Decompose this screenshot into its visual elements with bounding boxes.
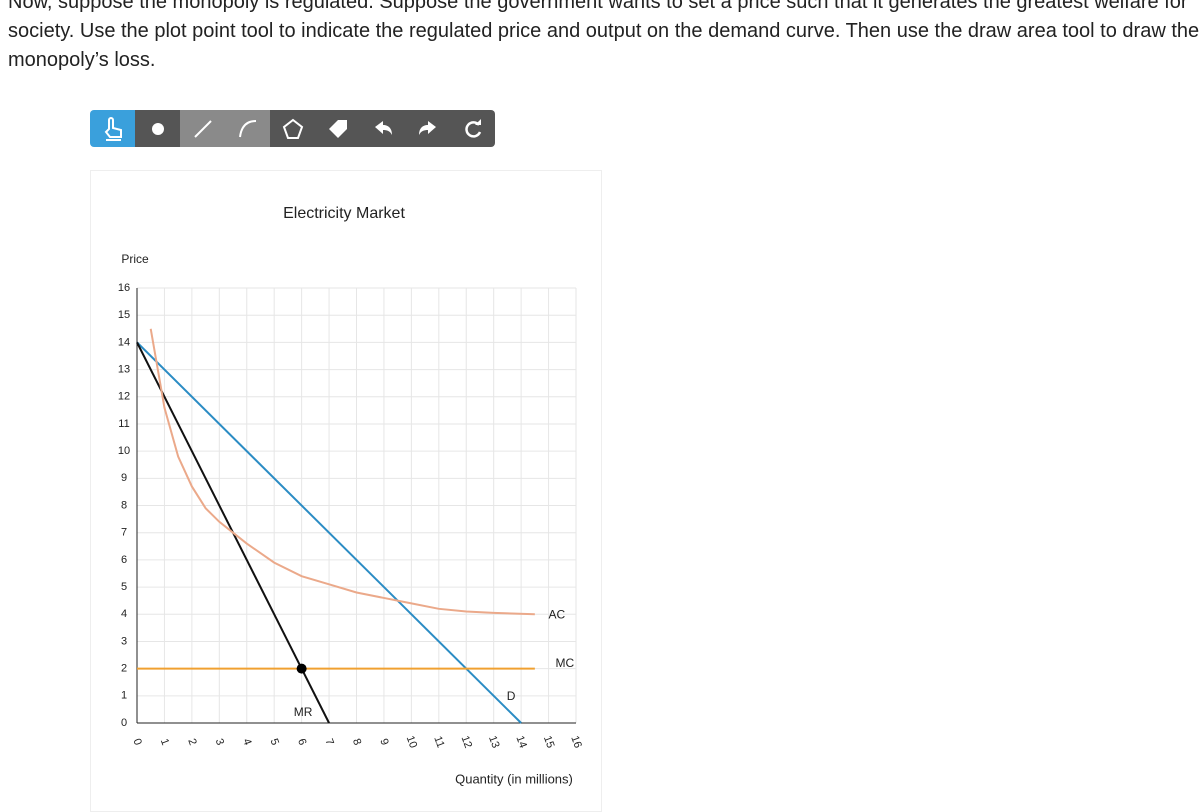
x-tick-label: 8	[350, 737, 363, 747]
curve-3	[149, 328, 535, 616]
x-tick-label: 15	[541, 734, 556, 750]
y-tick-label: 4	[121, 608, 127, 620]
y-tick-label: 11	[118, 418, 129, 430]
x-tick-label: 14	[513, 734, 528, 750]
x-tick-label: 6	[295, 737, 308, 747]
plotted-point	[296, 663, 307, 674]
redo[interactable]	[405, 110, 450, 147]
select-tool[interactable]	[90, 110, 135, 147]
x-tick-label: 12	[459, 734, 474, 750]
y-axis-label: Price	[121, 252, 149, 266]
y-tick-label: 7	[121, 527, 127, 539]
x-tick-label: 1	[158, 737, 171, 747]
x-tick-label: 9	[377, 737, 390, 747]
x-tick-label: 3	[213, 737, 226, 747]
y-tick-label: 9	[121, 472, 127, 484]
curve-label: MR	[294, 705, 313, 719]
x-tick-label: 2	[185, 737, 198, 747]
x-tick-label: 4	[240, 737, 253, 747]
x-tick-label: 11	[431, 735, 446, 750]
y-tick-label: 13	[118, 363, 130, 375]
question: Now, suppose the monopoly is regulated. …	[8, 0, 1199, 75]
chart: Electricity Market Price Quantity (in mi…	[118, 205, 584, 786]
x-tick-label: 0	[130, 737, 143, 747]
line-tool[interactable]	[180, 110, 225, 147]
y-tick-label: 10	[118, 445, 130, 457]
point-tool[interactable]	[135, 110, 180, 147]
question-line: Now, suppose the monopoly is regulated. …	[8, 0, 1188, 13]
label-tool[interactable]	[315, 110, 360, 147]
y-tick-label: 16	[118, 282, 130, 294]
curve-label: D	[507, 689, 516, 703]
y-tick-label: 15	[118, 309, 130, 321]
y-tick-label: 8	[121, 499, 127, 511]
curve-label: AC	[549, 607, 566, 621]
question-line: monopoly’s loss.	[8, 49, 156, 71]
curve-tool[interactable]	[225, 110, 270, 147]
polygon-tool[interactable]	[270, 110, 315, 147]
page: Now, suppose the monopoly is regulated. …	[8, 0, 1200, 812]
y-tick-label: 0	[121, 717, 127, 729]
y-tick-label: 14	[118, 336, 130, 348]
x-tick-label: 10	[404, 734, 419, 750]
x-tick-label: 5	[268, 737, 281, 747]
reset[interactable]	[450, 110, 495, 147]
x-tick-label: 7	[322, 737, 335, 747]
undo[interactable]	[360, 110, 405, 147]
y-tick-label: 3	[121, 635, 127, 647]
question-line: society. Use the plot point tool to indi…	[8, 20, 1200, 42]
x-tick-label: 16	[568, 734, 583, 750]
y-tick-label: 6	[121, 554, 127, 566]
y-tick-label: 12	[118, 391, 130, 403]
chart-title: Electricity Market	[283, 205, 405, 222]
curve-0	[136, 341, 522, 724]
x-tick-label: 13	[486, 734, 501, 750]
x-axis-label: Quantity (in millions)	[455, 771, 573, 786]
toolbar	[90, 110, 495, 147]
curve-label: MC	[556, 656, 575, 670]
y-tick-label: 2	[121, 663, 127, 675]
y-tick-label: 1	[121, 690, 127, 702]
y-tick-label: 5	[121, 581, 127, 593]
